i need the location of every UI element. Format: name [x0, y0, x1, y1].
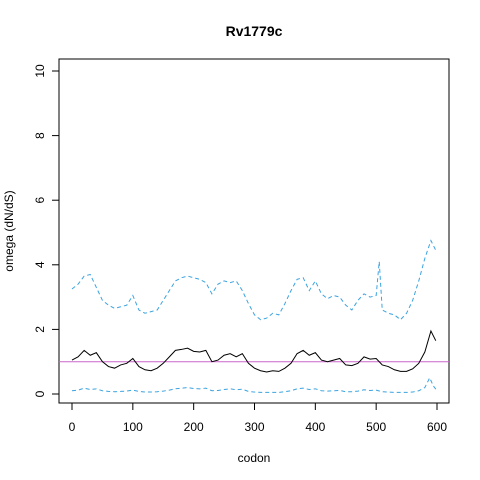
y-tick-label: 10: [33, 64, 47, 78]
series-line-lower-bound: [71, 376, 437, 393]
x-axis-label: codon: [238, 451, 271, 465]
x-tick-label: 0: [69, 420, 76, 434]
y-tick-label: 0: [33, 390, 47, 397]
y-axis-label: omega (dN/dS): [2, 190, 16, 271]
x-tick-label: 500: [366, 420, 386, 434]
x-axis: 0 100 200 300 400 500 600: [69, 402, 447, 434]
series-line-estimate: [71, 329, 437, 373]
x-tick-label: 600: [427, 420, 447, 434]
plot-frame: [58, 58, 450, 404]
y-tick-label: 6: [33, 197, 47, 204]
y-tick-label: 8: [33, 132, 47, 139]
y-tick-label: 4: [33, 261, 47, 268]
series-line-upper-bound: [71, 239, 437, 321]
y-tick-label: 2: [33, 326, 47, 333]
x-tick-label: 300: [244, 420, 264, 434]
y-axis: 0 2 4 6 8 10: [33, 64, 60, 397]
x-tick-label: 400: [305, 420, 325, 434]
x-tick-label: 100: [123, 420, 143, 434]
x-tick-label: 200: [184, 420, 204, 434]
series-layer: [71, 239, 437, 393]
chart-title: Rv1779c: [226, 23, 283, 39]
